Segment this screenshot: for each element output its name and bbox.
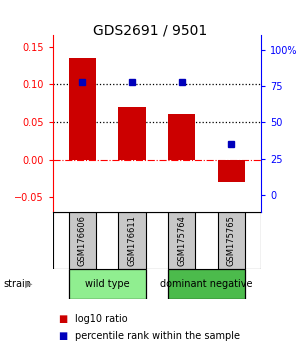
Bar (118, 107, 146, 160)
Bar (69, 269, 146, 299)
Bar (69, 58, 96, 160)
Bar (118, 212, 146, 269)
Text: ■: ■ (58, 314, 68, 324)
Text: GSM176606: GSM176606 (78, 215, 87, 266)
Text: wild type: wild type (85, 279, 129, 289)
Text: GSM175765: GSM175765 (227, 215, 236, 266)
Bar (218, 212, 245, 269)
Text: GSM175764: GSM175764 (177, 215, 186, 266)
Bar (168, 212, 195, 269)
Text: strain: strain (3, 279, 31, 289)
Text: ■: ■ (58, 331, 68, 341)
Text: dominant negative: dominant negative (160, 279, 253, 289)
Text: ▶: ▶ (25, 279, 32, 289)
Bar (69, 212, 96, 269)
Bar (168, 269, 245, 299)
Bar (168, 114, 195, 160)
Text: percentile rank within the sample: percentile rank within the sample (75, 331, 240, 341)
Text: log10 ratio: log10 ratio (75, 314, 128, 324)
Bar (218, 160, 245, 182)
Text: GSM176611: GSM176611 (128, 215, 136, 266)
Text: GDS2691 / 9501: GDS2691 / 9501 (93, 23, 207, 37)
